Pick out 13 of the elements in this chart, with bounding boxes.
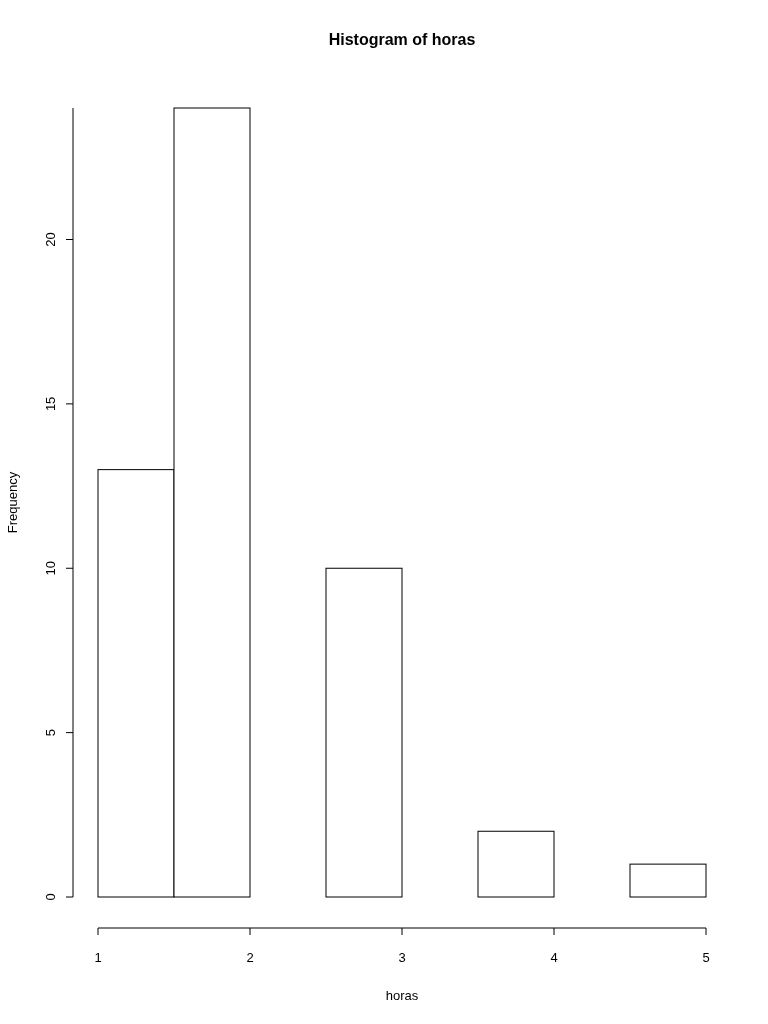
y-tick-label: 10: [43, 561, 58, 576]
y-tick-label: 15: [43, 396, 58, 412]
x-tick-label: 3: [398, 950, 406, 965]
y-axis-title: Frequency: [5, 471, 20, 534]
y-tick-label: 20: [43, 232, 58, 247]
y-tick-label: 5: [43, 729, 58, 737]
x-axis-title: horas: [385, 988, 419, 1003]
x-tick-label: 2: [246, 950, 254, 965]
x-tick-label: 5: [702, 950, 710, 965]
y-tick-label: 0: [43, 893, 58, 901]
chart-title: Histogram of horas: [328, 31, 476, 48]
x-tick-label: 4: [550, 950, 558, 965]
x-tick-label: 1: [94, 950, 102, 965]
